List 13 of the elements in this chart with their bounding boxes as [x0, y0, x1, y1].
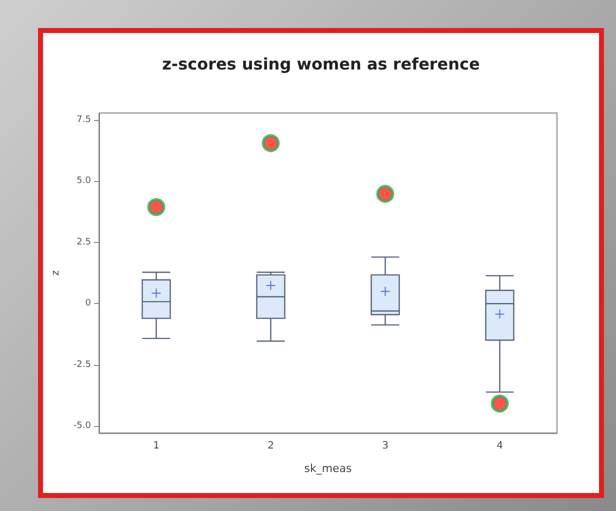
chart-title: z-scores using women as reference	[162, 54, 480, 74]
x-tick-label: 4	[496, 440, 503, 452]
y-tick-label: 2.5	[76, 237, 91, 248]
y-axis-title: z	[50, 270, 62, 276]
y-tick-label: 5.0	[76, 176, 92, 186]
y-tick-label: -2.5	[73, 360, 91, 370]
x-tick-label: 1	[153, 440, 160, 452]
x-tick-label: 3	[382, 440, 388, 452]
y-tick-label: -5.0	[73, 421, 92, 432]
x-axis-title: sk_meas	[304, 462, 352, 475]
y-tick-label: 0	[85, 298, 92, 309]
x-tick-label: 2	[268, 440, 274, 452]
y-tick-label: 7.5	[76, 114, 91, 125]
